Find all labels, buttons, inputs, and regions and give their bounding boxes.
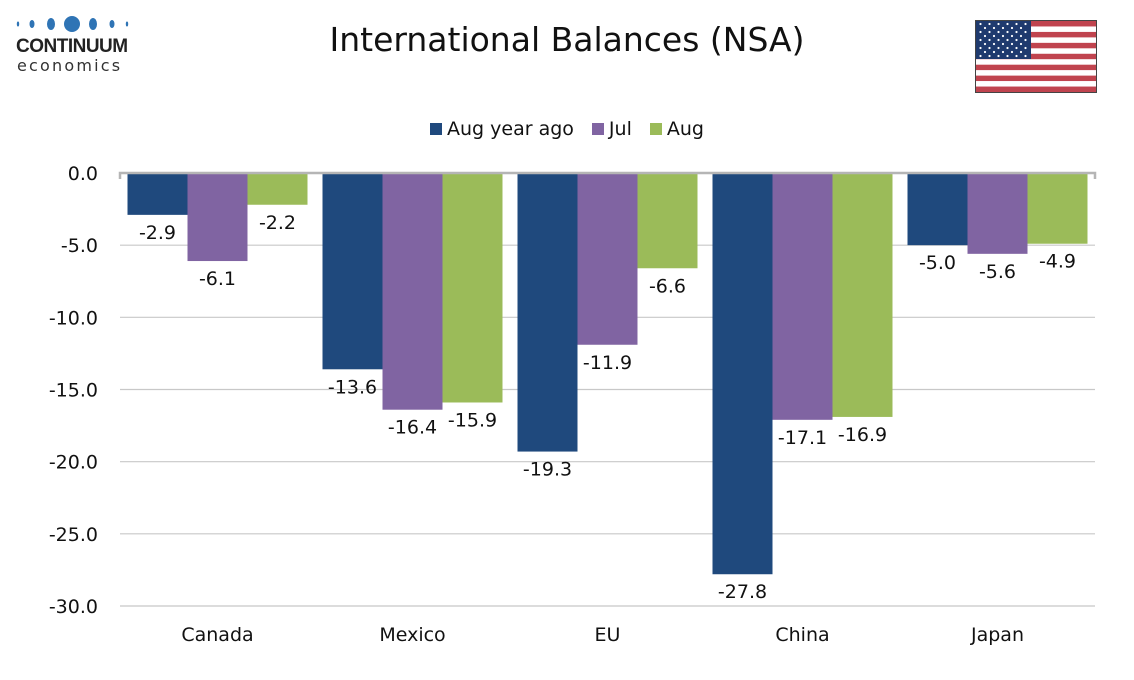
bar-jul-canada [187, 173, 248, 262]
bar-aug-canada [247, 173, 308, 205]
logo-dots-icon [16, 16, 129, 32]
y-tick-label: -5.0 [61, 235, 98, 257]
bar-aug-japan [1027, 173, 1088, 244]
data-label: -11.9 [583, 352, 632, 374]
data-label: -2.9 [139, 222, 176, 244]
legend-label: Aug year ago [447, 118, 574, 140]
bar-jul-mexico [382, 173, 443, 410]
bar-aug-year-ago-china [712, 173, 773, 575]
y-tick-label: -10.0 [49, 307, 98, 329]
y-tick-label: -15.0 [49, 380, 98, 402]
x-category-label: EU [595, 624, 621, 646]
y-tick-label: -30.0 [49, 596, 98, 618]
legend-label: Aug [666, 118, 704, 140]
y-tick-label: -20.0 [49, 452, 98, 474]
x-category-label: Mexico [379, 624, 445, 646]
logo-subtitle: economics [17, 56, 123, 75]
x-category-label: Canada [181, 624, 253, 646]
bar-aug-year-ago-japan [907, 173, 968, 246]
bar-aug-year-ago-eu [517, 173, 578, 452]
legend-item-aug: Aug [649, 118, 704, 140]
data-label: -5.6 [979, 261, 1016, 283]
zero-axis-line [118, 171, 1097, 179]
bar-aug-eu [637, 173, 698, 269]
data-label: -16.9 [838, 424, 887, 446]
bar-jul-eu [577, 173, 638, 345]
data-label: -16.4 [388, 417, 437, 439]
data-label: -4.9 [1039, 251, 1076, 273]
legend-swatch [591, 123, 604, 135]
data-label: -2.2 [259, 212, 296, 234]
legend-label: Jul [608, 118, 632, 140]
bars [127, 173, 1088, 575]
data-label: -13.6 [328, 376, 377, 398]
chart-legend: Aug year ago Jul Aug [0, 118, 1134, 140]
bar-aug-china [832, 173, 893, 417]
bar-aug-mexico [442, 173, 503, 403]
data-labels: -2.9 -6.1 -2.2 -13.6 -16.4 -15.9 -19.3 -11.9 -6.… [139, 212, 1076, 603]
data-label: -27.8 [718, 581, 767, 603]
data-label: -19.3 [523, 459, 572, 481]
legend-swatch [649, 123, 662, 135]
data-label: -6.1 [199, 268, 236, 290]
bar-aug-year-ago-mexico [322, 173, 383, 370]
axis [118, 171, 1097, 179]
bar-jul-japan [967, 173, 1028, 254]
y-axis-ticks: 0.0 -5.0 -10.0 -15.0 -20.0 -25.0 -30.0 [49, 163, 98, 618]
data-label: -15.9 [448, 409, 497, 431]
data-label: -17.1 [778, 427, 827, 449]
us-flag-icon [975, 20, 1097, 93]
y-tick-label: -25.0 [49, 524, 98, 546]
legend-item-aug-year-ago: Aug year ago [430, 118, 574, 140]
x-axis-categories: Canada Mexico EU China Japan [181, 624, 1024, 646]
chart-title: International Balances (NSA) [329, 20, 805, 59]
x-category-label: Japan [970, 624, 1024, 646]
data-label: -6.6 [649, 275, 686, 297]
legend-item-jul: Jul [591, 118, 632, 140]
logo-wordmark: CONTINUUM [16, 36, 128, 57]
bar-jul-china [772, 173, 833, 420]
bar-aug-year-ago-canada [127, 173, 188, 215]
y-tick-label: 0.0 [68, 163, 98, 185]
legend-swatch [430, 123, 443, 135]
x-category-label: China [775, 624, 829, 646]
data-label: -5.0 [919, 252, 956, 274]
